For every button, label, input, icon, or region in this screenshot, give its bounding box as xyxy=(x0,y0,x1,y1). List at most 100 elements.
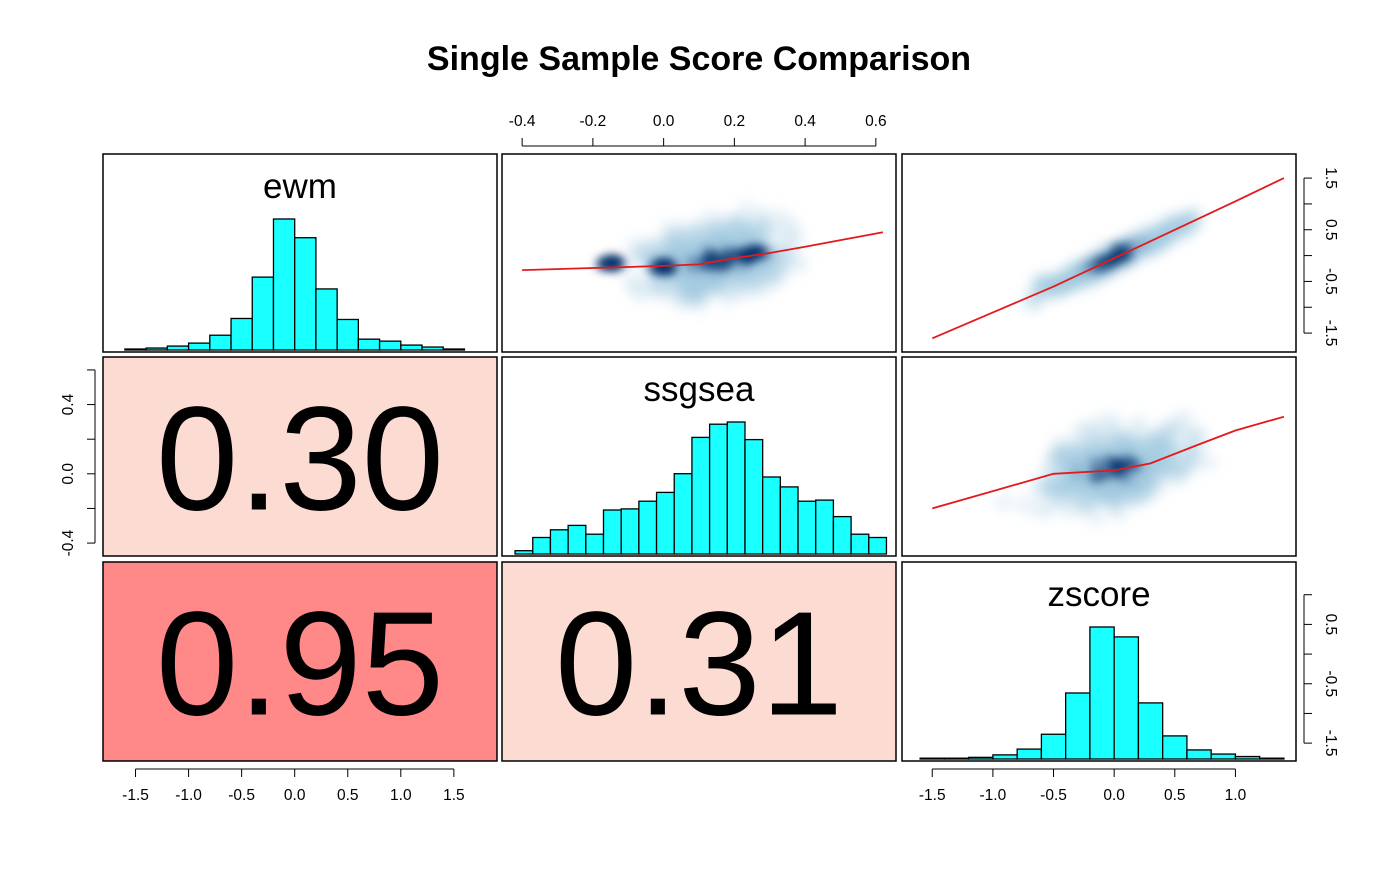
histogram-bar-ssgsea xyxy=(726,421,746,555)
density-panel-zscore-ssgsea xyxy=(932,408,1285,527)
tick-label: 0.5 xyxy=(1164,787,1186,804)
density-point xyxy=(1159,420,1178,439)
tick-label: -1.0 xyxy=(980,787,1007,804)
tick-label: -0.5 xyxy=(228,787,255,804)
histogram-bar-ssgsea xyxy=(638,500,658,555)
smooth-line-zscore-ewm xyxy=(931,177,1285,340)
density-point xyxy=(1175,408,1194,427)
histogram-bar-zscore xyxy=(943,757,970,760)
histogram-bar-ssgsea xyxy=(779,486,799,555)
correlation-panel-ewm-zscore xyxy=(103,562,497,761)
axis-right-row2: -1.5 -0.5 0.5 xyxy=(1303,594,1339,757)
density-point xyxy=(725,220,744,239)
histogram-bar-ewm xyxy=(251,276,275,351)
histogram-bar-ssgsea xyxy=(532,536,552,555)
density-point xyxy=(628,245,647,264)
density-point xyxy=(770,256,789,275)
correlation-value-ssgsea-zscore: 0.31 xyxy=(555,582,843,747)
histogram-bar-ewm xyxy=(442,348,466,351)
axis-left-ssgsea: -0.4 0.0 0.4 xyxy=(60,369,96,556)
histogram-bar-ewm xyxy=(166,345,190,351)
histogram-bar-ssgsea xyxy=(602,509,622,555)
axis-right-row0: -1.5 -0.5 0.5 1.5 xyxy=(1303,167,1339,347)
histogram-bar-ssgsea xyxy=(620,508,640,555)
variable-label-ewm: ewm xyxy=(263,167,337,206)
histogram-bar-ssgsea xyxy=(549,529,569,555)
density-point xyxy=(1183,452,1202,471)
tick-label: -0.5 xyxy=(1322,268,1339,295)
histogram-bar-ewm xyxy=(124,348,147,351)
density-point xyxy=(1163,444,1182,463)
histogram-bar-zscore xyxy=(967,756,994,760)
chart-title: Single Sample Score Comparison xyxy=(427,40,971,78)
density-point xyxy=(1199,453,1218,472)
smooth-line-zscore-ssgsea xyxy=(932,415,1285,510)
density-point xyxy=(1107,493,1126,512)
histogram-bar-ewm xyxy=(187,342,211,351)
tick-label: -1.5 xyxy=(1322,730,1339,757)
histogram-bar-ssgsea xyxy=(514,550,534,555)
histogram-bar-zscore xyxy=(1040,733,1067,760)
histogram-bar-ssgsea xyxy=(708,423,728,555)
histogram-bar-ewm xyxy=(400,344,423,351)
density-point xyxy=(1129,440,1148,459)
tick-label: -0.4 xyxy=(509,113,536,130)
density-point xyxy=(1106,421,1125,440)
panel-frame xyxy=(102,356,498,557)
density-core-point xyxy=(603,251,618,266)
histogram-bar-ewm xyxy=(336,318,360,351)
histogram-bar-zscore xyxy=(1113,636,1140,760)
panel-frame xyxy=(901,356,1297,557)
axis-top-ssgsea: -0.4 -0.2 0.0 0.2 0.4 0.6 xyxy=(509,113,887,147)
density-core-point xyxy=(1109,457,1124,472)
variable-label-ssgsea: ssgsea xyxy=(644,370,755,409)
histogram-bar-ewm xyxy=(230,317,253,351)
histogram-bar-ssgsea xyxy=(673,473,693,555)
density-point xyxy=(1080,496,1099,515)
tick-label: -0.5 xyxy=(1322,670,1339,697)
density-panel-zscore-ewm xyxy=(931,177,1285,340)
histogram-ssgsea xyxy=(514,421,888,555)
density-panel-ssgsea-ewm xyxy=(522,200,884,312)
density-core-point xyxy=(1106,468,1121,483)
correlation-value-ewm-zscore: 0.95 xyxy=(156,582,444,747)
density-point xyxy=(1015,496,1034,515)
axis-bottom-ewm: -1.5 -1.0 -0.5 0.0 0.5 1.0 1.5 xyxy=(122,768,465,804)
axis-bottom-zscore: -1.5 -1.0 -0.5 0.0 0.5 1.0 xyxy=(919,768,1247,804)
histogram-bar-ssgsea xyxy=(655,491,675,555)
tick-label: 0.5 xyxy=(337,787,359,804)
correlation-value-ewm-ssgsea: 0.30 xyxy=(156,377,444,542)
histogram-bar-ewm xyxy=(272,218,296,351)
tick-label: 0.6 xyxy=(865,113,887,130)
tick-label: 0.0 xyxy=(1103,787,1125,804)
density-core xyxy=(1070,451,1145,487)
density-point xyxy=(705,273,724,292)
histogram-zscore xyxy=(919,626,1285,760)
density-point xyxy=(1069,437,1088,456)
density-point xyxy=(691,222,710,241)
tick-label: 0.5 xyxy=(1322,219,1339,241)
density-point xyxy=(703,222,722,241)
panel-frame xyxy=(501,561,897,762)
panel-frame xyxy=(102,153,498,353)
histogram-bar-ssgsea xyxy=(868,536,888,555)
density-point xyxy=(994,493,1013,512)
density-point xyxy=(1036,481,1055,500)
histogram-bar-zscore xyxy=(1065,692,1091,760)
histogram-bar-zscore xyxy=(919,757,946,760)
tick-label: -0.5 xyxy=(1040,787,1067,804)
tick-label: 0.0 xyxy=(284,787,306,804)
histogram-bar-zscore xyxy=(1162,735,1188,760)
histogram-bar-ssgsea xyxy=(762,476,782,555)
density-point xyxy=(738,200,757,219)
density-core-point xyxy=(658,261,673,276)
histogram-bar-zscore xyxy=(1016,748,1043,760)
histogram-bar-ewm xyxy=(294,237,317,351)
tick-label: 0.0 xyxy=(653,113,675,130)
panel-frame xyxy=(901,153,1297,353)
histogram-bar-zscore xyxy=(1259,757,1285,760)
tick-label: -0.4 xyxy=(60,529,77,556)
tick-label: -1.5 xyxy=(1322,320,1339,347)
histogram-bar-ssgsea xyxy=(585,533,605,555)
